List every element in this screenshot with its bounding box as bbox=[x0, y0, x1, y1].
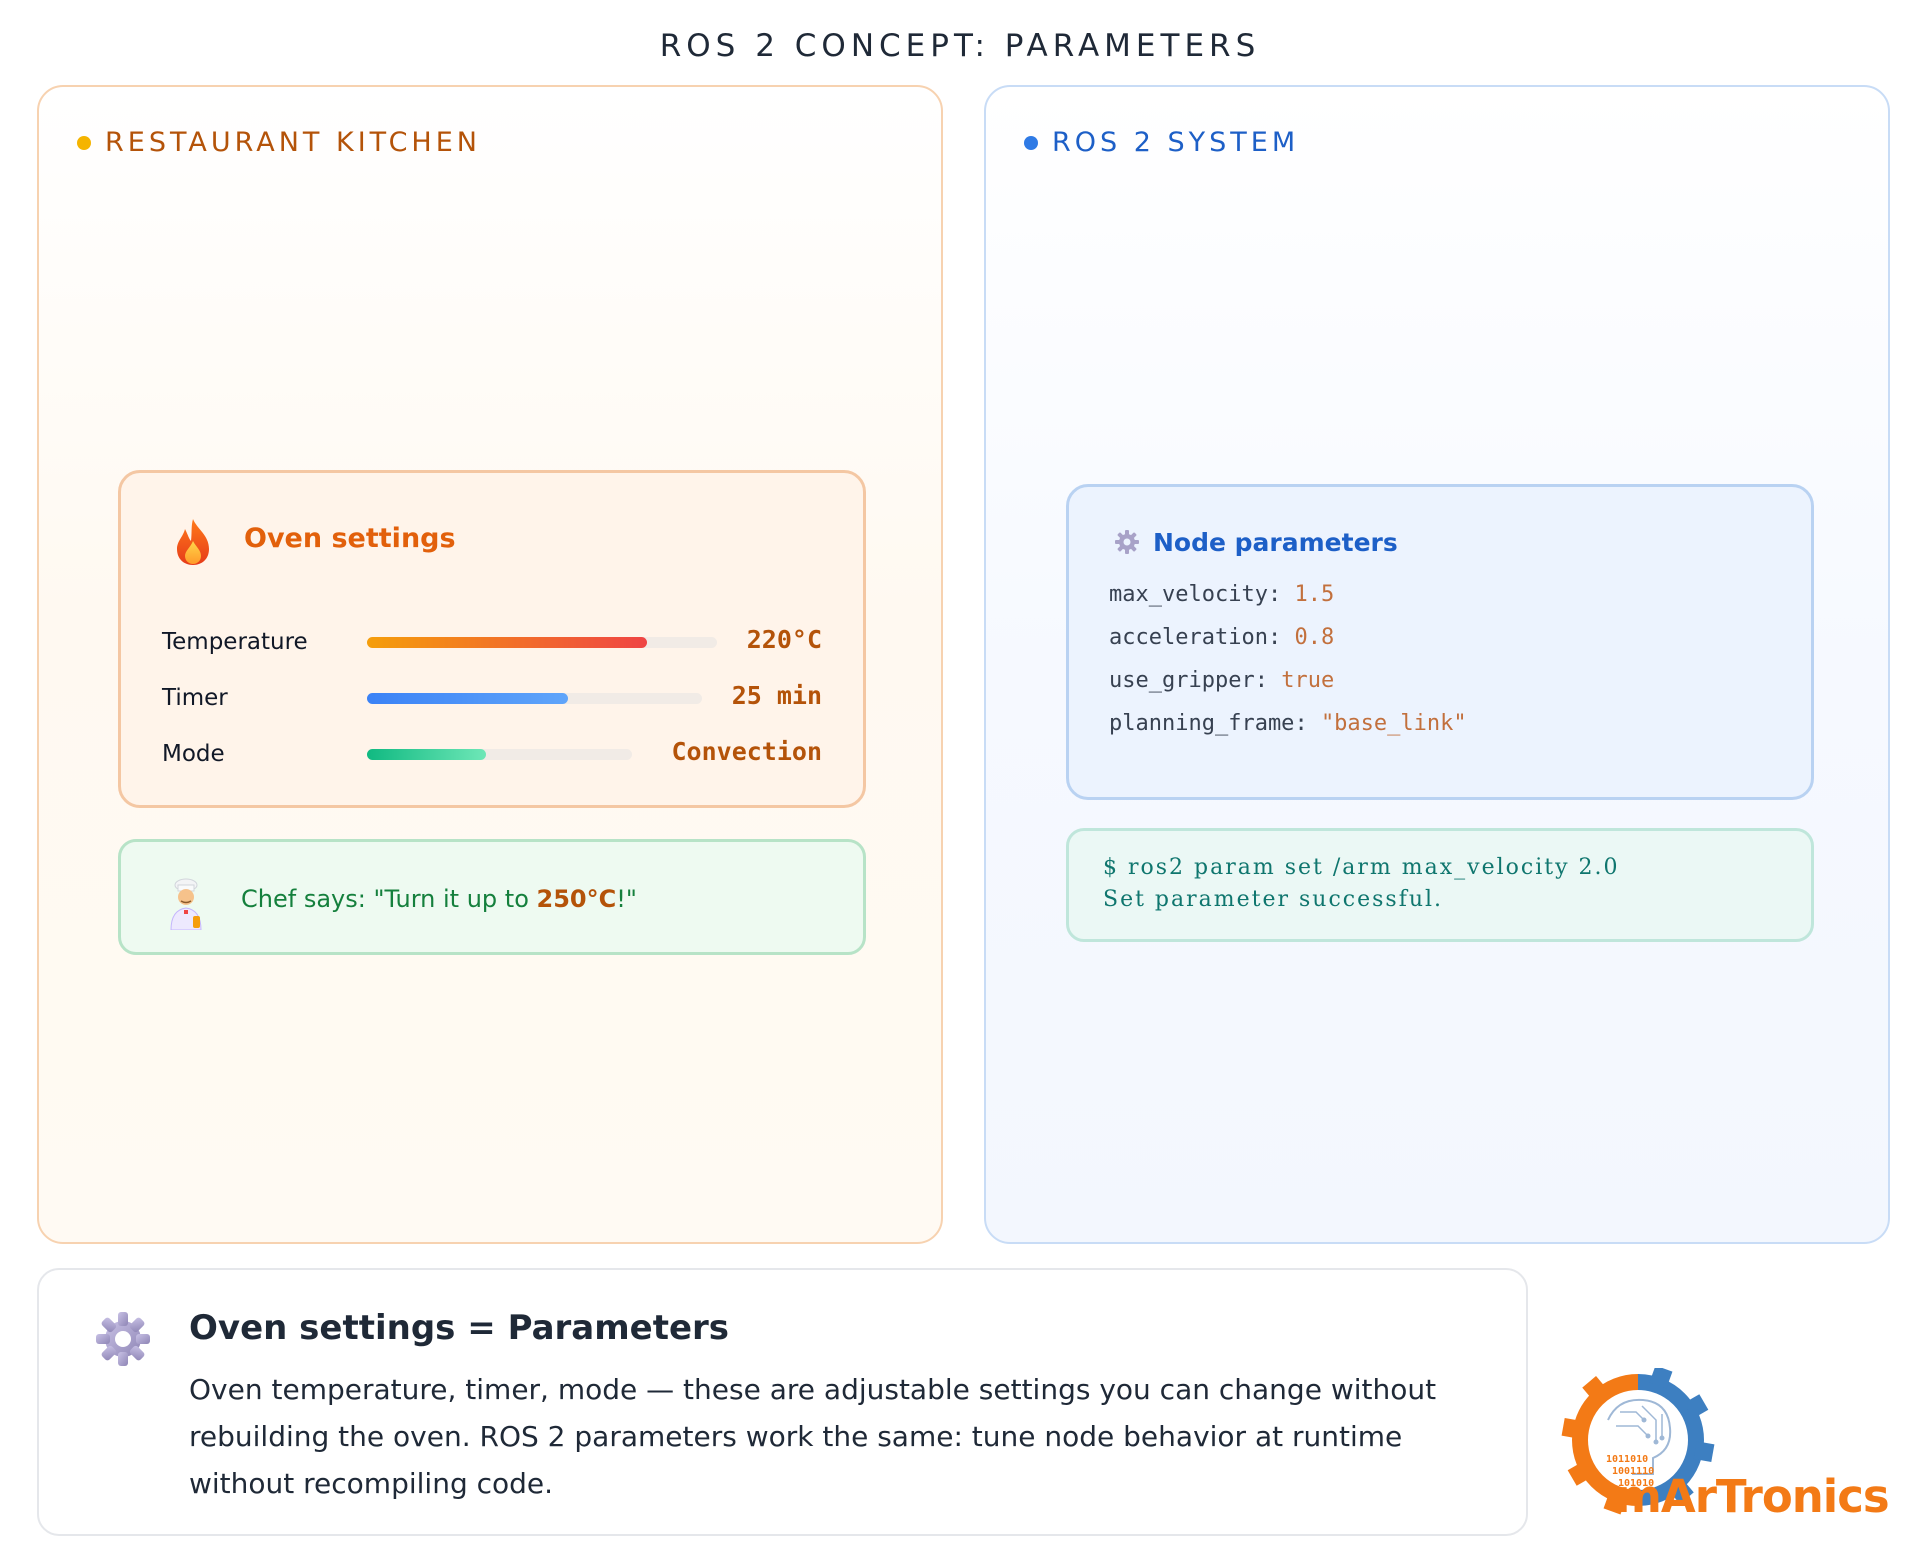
yellow-dot-icon bbox=[77, 135, 91, 150]
param-key: max_velocity bbox=[1109, 582, 1268, 607]
terminal-command: $ ros2 param set /arm max_velocity 2.0 bbox=[1103, 855, 1620, 880]
gear-icon bbox=[96, 1312, 150, 1366]
setting-bar-fill bbox=[367, 637, 647, 648]
blue-dot-icon bbox=[1024, 135, 1038, 150]
setting-label: Temperature bbox=[162, 629, 308, 655]
setting-bar-fill bbox=[367, 693, 568, 704]
chef-quote-start: Chef says: "Turn it up to bbox=[241, 885, 537, 913]
param-key: use_gripper bbox=[1109, 668, 1255, 693]
setting-value: Convection bbox=[671, 737, 822, 766]
setting-row-temperature: Temperature 220°C bbox=[162, 621, 822, 661]
param-separator: : bbox=[1267, 625, 1295, 650]
param-line: use_gripper: true bbox=[1109, 668, 1334, 693]
param-separator: : bbox=[1267, 582, 1295, 607]
param-key: planning_frame bbox=[1109, 711, 1295, 736]
chef-quote: Chef says: "Turn it up to 250°C!" bbox=[241, 885, 637, 913]
kitchen-panel: RESTAURANT KITCHEN Oven settings Tempera… bbox=[37, 85, 943, 1244]
setting-value: 25 min bbox=[731, 681, 822, 710]
kitchen-panel-header: RESTAURANT KITCHEN bbox=[77, 127, 481, 158]
logo-binary: 1011010 1001110 101010 bbox=[1606, 1454, 1654, 1490]
oven-settings-title: Oven settings bbox=[244, 523, 456, 554]
summary-title: Oven settings = Parameters bbox=[189, 1308, 730, 1348]
setting-bar-track bbox=[367, 693, 702, 704]
setting-row-timer: Timer 25 min bbox=[162, 677, 822, 717]
param-value: 1.5 bbox=[1294, 582, 1335, 607]
summary-body: Oven temperature, timer, mode — these ar… bbox=[189, 1373, 1437, 1500]
logo-binary-line: 1011010 bbox=[1606, 1454, 1649, 1465]
node-parameters-title: Node parameters bbox=[1153, 528, 1398, 557]
param-value: true bbox=[1281, 668, 1335, 693]
terminal-card: $ ros2 param set /arm max_velocity 2.0 S… bbox=[1066, 828, 1814, 942]
param-key: acceleration bbox=[1109, 625, 1268, 650]
setting-bar-fill bbox=[367, 749, 486, 760]
setting-label: Timer bbox=[162, 685, 228, 711]
page-title: ROS 2 CONCEPT: PARAMETERS bbox=[659, 28, 1261, 64]
smartronics-logo: 1011010 1001110 101010 mArTronics bbox=[1532, 1368, 1902, 1546]
ros-panel-header: ROS 2 SYSTEM bbox=[1024, 127, 1299, 158]
ros-panel: ROS 2 SYSTEM Node parameters max_velocit… bbox=[984, 85, 1890, 1244]
param-separator: : bbox=[1254, 668, 1282, 693]
gear-icon bbox=[1115, 530, 1139, 554]
logo-binary-line: 1001110 bbox=[1612, 1466, 1655, 1477]
logo-binary-line: 101010 bbox=[1618, 1478, 1655, 1489]
param-line: planning_frame: "base_link" bbox=[1109, 711, 1467, 736]
logo-gear-icon bbox=[1561, 1368, 1715, 1515]
param-separator: : bbox=[1294, 711, 1321, 736]
ros-panel-title: ROS 2 SYSTEM bbox=[1052, 127, 1300, 158]
summary-card: Oven settings = Parameters Oven temperat… bbox=[37, 1268, 1528, 1536]
logo-text: mArTronics bbox=[1615, 1470, 1890, 1523]
setting-row-mode: Mode Convection bbox=[162, 733, 822, 773]
chef-quote-highlight: 250°C bbox=[536, 885, 617, 913]
terminal-output: Set parameter successful. bbox=[1103, 887, 1444, 912]
setting-label: Mode bbox=[162, 741, 225, 767]
kitchen-panel-title: RESTAURANT KITCHEN bbox=[105, 127, 481, 158]
setting-value: 220°C bbox=[746, 625, 822, 654]
chef-says-card: Chef says: "Turn it up to 250°C!" bbox=[118, 839, 866, 955]
param-value: "base_link" bbox=[1320, 711, 1467, 736]
param-value: 0.8 bbox=[1294, 625, 1335, 650]
setting-bar-track bbox=[367, 637, 717, 648]
param-line: acceleration: 0.8 bbox=[1109, 625, 1334, 650]
chef-quote-end: !" bbox=[616, 885, 637, 913]
node-parameters-card: Node parameters max_velocity: 1.5 acceler… bbox=[1066, 484, 1814, 800]
chef-icon bbox=[170, 878, 202, 930]
param-line: max_velocity: 1.5 bbox=[1109, 582, 1334, 607]
setting-bar-track bbox=[367, 749, 632, 760]
flame-icon bbox=[177, 519, 209, 565]
oven-settings-card: Oven settings Temperature 220°C Timer 25 mi… bbox=[118, 470, 866, 808]
